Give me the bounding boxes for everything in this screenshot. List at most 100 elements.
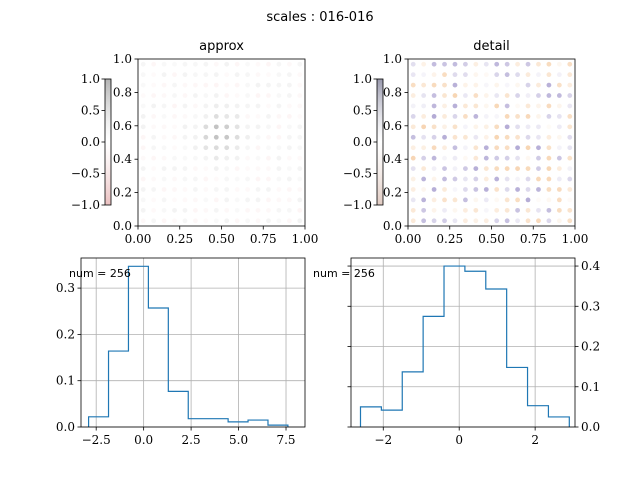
- scatter-point: [193, 145, 198, 151]
- scatter-point: [161, 155, 167, 161]
- scatter-point: [410, 82, 416, 88]
- scatter-point: [297, 166, 303, 171]
- scatter-point: [463, 166, 468, 171]
- histogram-step: [87, 265, 289, 427]
- scatter-point: [213, 197, 219, 203]
- scatter-point: [276, 207, 282, 213]
- scatter-point: [483, 72, 489, 78]
- scatter-point: [234, 166, 240, 171]
- detail-scatter-panel: detail 0.00 0.25 0.50 0.75 1.00 0.0 0.2 0.4 0.6 0.…: [343, 39, 589, 246]
- scatter-point: [266, 103, 271, 109]
- scatter-point: [473, 93, 479, 98]
- scatter-point: [494, 145, 500, 151]
- scatter-point: [161, 166, 167, 171]
- scatter-point: [276, 82, 282, 88]
- y-tick-label: 0.1: [581, 380, 600, 394]
- scatter-point: [297, 114, 303, 119]
- scatter-point: [536, 114, 541, 119]
- scatter-point: [504, 197, 510, 203]
- histogram-bin: [89, 417, 109, 427]
- scatter-point: [556, 197, 562, 203]
- scatter-point: [255, 145, 261, 151]
- scatter-point: [151, 207, 157, 213]
- scatter-point: [224, 134, 230, 140]
- scatter-point: [286, 166, 292, 171]
- scatter-point: [494, 197, 500, 203]
- scatter-point: [567, 207, 573, 213]
- scatter-point: [525, 155, 531, 161]
- x-tick-label: 0.00: [395, 232, 422, 246]
- scatter-point: [421, 155, 427, 161]
- scatter-point: [483, 124, 489, 130]
- scatter-point: [182, 82, 188, 88]
- scatter-point: [266, 145, 271, 151]
- scatter-point: [266, 124, 271, 130]
- scatter-point: [442, 103, 447, 109]
- scatter-point: [286, 134, 292, 140]
- scatter-point: [556, 114, 562, 119]
- scatter-point: [203, 218, 209, 224]
- scatter-point: [255, 114, 261, 119]
- scatter-point: [140, 166, 146, 171]
- scatter-point: [536, 93, 541, 98]
- scatter-point: [504, 103, 510, 109]
- scatter-point: [213, 61, 219, 67]
- scatter-point: [546, 61, 552, 67]
- scatter-point: [567, 218, 573, 224]
- y-tick-label: 0.8: [113, 85, 132, 99]
- scatter-point: [473, 114, 479, 119]
- histogram-bin: [148, 308, 168, 427]
- scatter-point: [161, 197, 167, 203]
- scatter-point: [245, 176, 250, 182]
- scatter-point: [452, 218, 458, 224]
- scatter-point: [452, 155, 458, 161]
- y-tick-label: 0.0: [113, 219, 132, 233]
- scatter-point: [463, 82, 468, 88]
- scatter-point: [431, 207, 437, 213]
- scatter-point: [452, 187, 458, 192]
- scatter-point: [536, 61, 541, 67]
- scatter-point: [515, 155, 520, 161]
- scatter-point: [213, 114, 219, 119]
- x-tick-label: 0.25: [166, 232, 193, 246]
- scatter-point: [255, 176, 261, 182]
- scatter-point: [245, 207, 250, 213]
- scatter-point: [255, 187, 261, 192]
- scatter-point: [161, 72, 167, 78]
- scatter-point: [421, 82, 427, 88]
- scatter-point: [494, 207, 500, 213]
- histogram-bin: [128, 266, 148, 427]
- scatter-point: [546, 124, 552, 130]
- scatter-point: [255, 82, 261, 88]
- scatter-point: [442, 114, 447, 119]
- scatter-point: [161, 187, 167, 192]
- scatter-point: [161, 176, 167, 182]
- scatter-point: [224, 103, 230, 109]
- scatter-point: [442, 145, 447, 151]
- scatter-point: [213, 124, 219, 130]
- scatter-point: [245, 197, 250, 203]
- x-tick-label: 0.75: [250, 232, 277, 246]
- scatter-point: [297, 218, 303, 224]
- scatter-point: [431, 218, 437, 224]
- scatter-point: [556, 176, 562, 182]
- colorbar-tick-label: −1.0: [71, 198, 100, 212]
- scatter-point: [172, 187, 177, 192]
- scatter-point: [234, 124, 240, 130]
- scatter-point: [556, 187, 562, 192]
- scatter-point: [266, 72, 271, 78]
- scatter-point: [140, 197, 146, 203]
- scatter-point: [161, 124, 167, 130]
- scatter-point: [213, 93, 219, 98]
- scatter-point: [431, 114, 437, 119]
- scatter-point: [245, 103, 250, 109]
- scatter-point: [266, 166, 271, 171]
- scatter-point: [213, 187, 219, 192]
- scatter-point: [213, 72, 219, 78]
- scatter-point: [525, 82, 531, 88]
- scatter-point: [431, 187, 437, 192]
- scatter-point: [224, 207, 230, 213]
- scatter-point: [172, 145, 177, 151]
- scatter-point: [431, 103, 437, 109]
- scatter-point: [276, 145, 282, 151]
